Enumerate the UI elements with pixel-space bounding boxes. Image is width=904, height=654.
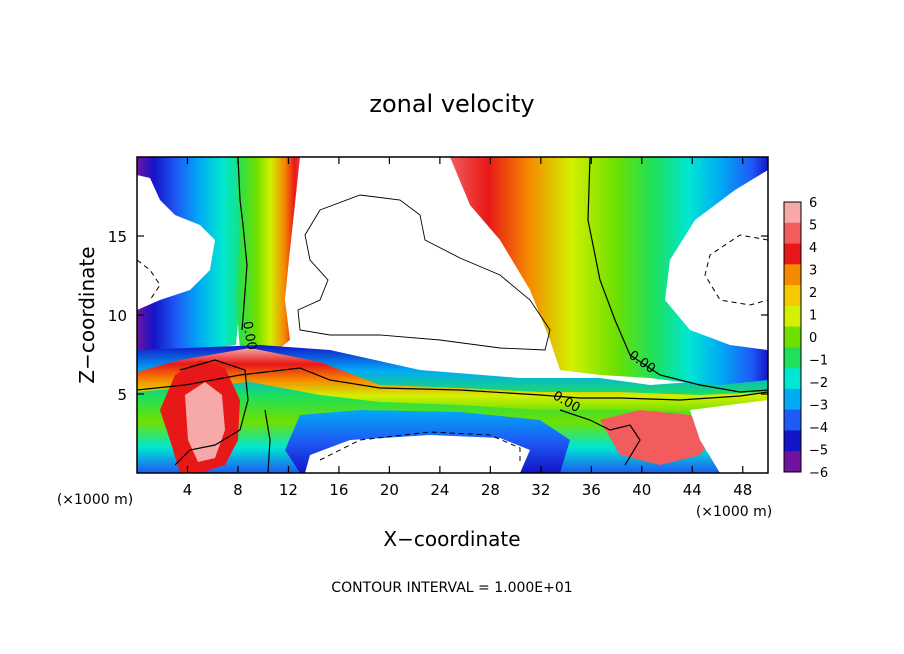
field-under-white — [305, 435, 530, 473]
field-low-level-jet-positive — [137, 348, 768, 412]
colorbar-label: 5 — [809, 219, 817, 234]
x-unit-right: (×1000 m) — [696, 504, 772, 520]
x-tick-label: 48 — [733, 481, 752, 499]
field-central-saturated-core — [285, 157, 570, 358]
field-right-upper-saturated — [665, 170, 768, 350]
contour-zero-under — [559, 409, 641, 466]
colorbar-label: 0 — [809, 331, 817, 346]
colorbar-label: −2 — [809, 376, 828, 391]
field-right-lower-positive — [600, 410, 720, 465]
colorbar-swatch — [784, 222, 801, 245]
y-axis-label: Z−coordinate — [75, 246, 99, 383]
colorbar-label: 3 — [809, 264, 817, 279]
colorbar-swatch — [784, 368, 801, 390]
x-tick-label: 4 — [183, 481, 193, 499]
x-tick-label: 36 — [582, 481, 601, 499]
contour-central-core — [297, 194, 551, 351]
contour-label-1: 0.00 — [239, 320, 259, 351]
colorbar-swatch — [784, 430, 801, 452]
x-tick-label: 44 — [683, 481, 702, 499]
x-tick-label: 40 — [632, 481, 651, 499]
contour-negative-under — [319, 431, 521, 465]
contour-zero-left-column — [237, 157, 248, 331]
x-tick-label: 24 — [430, 481, 449, 499]
x-unit-left: (×1000 m) — [57, 492, 133, 508]
x-tick-label: 12 — [279, 481, 298, 499]
field-right-lower-white — [690, 400, 768, 473]
colorbar-swatch — [784, 326, 801, 348]
colorbar-label: −6 — [809, 466, 828, 481]
colorbar-swatch — [784, 202, 801, 224]
colorbar-swatch — [784, 347, 801, 369]
colorbar-label: −1 — [809, 354, 828, 369]
field-lower-left-core — [185, 382, 225, 462]
colorbar-label: 1 — [809, 309, 817, 324]
contour-lines-dashed — [137, 234, 768, 465]
x-tick-label: 32 — [531, 481, 550, 499]
plot-area: 0.00 0.00 0.00 — [137, 157, 768, 473]
x-tick-label: 8 — [233, 481, 243, 499]
x-tick-label: 16 — [329, 481, 348, 499]
y-tick-label: 15 — [108, 228, 127, 246]
contour-zero-lower-mid — [264, 409, 271, 473]
x-axis-ticks: 4 8 12 16 20 24 28 32 36 40 44 48 — [183, 157, 752, 499]
colorbar-swatch — [784, 264, 801, 286]
contour-interval-note: CONTOUR INTERVAL = 1.000E+01 — [331, 580, 572, 596]
colorbar-label: 4 — [809, 241, 817, 256]
x-axis-label: X−coordinate — [383, 527, 520, 551]
colorbar-swatch — [784, 451, 801, 473]
field-top-left-white — [137, 175, 215, 310]
y-tick-label: 5 — [117, 386, 127, 404]
contour-zero-right-plume — [587, 157, 768, 393]
field-left-column-positive — [236, 157, 305, 360]
y-tick-label: 10 — [108, 307, 127, 325]
colorbar-swatch — [784, 305, 801, 328]
colorbar: 6 5 4 3 2 1 0 −1 −2 −3 −4 −5 −6 — [783, 196, 828, 481]
contour-zero-lower-left — [174, 359, 249, 466]
colorbar-label: −4 — [809, 421, 828, 436]
colorbar-label: −3 — [809, 399, 828, 414]
colorbar-swatch — [784, 409, 801, 431]
chart-title: zonal velocity — [369, 90, 534, 118]
contour-lines — [137, 157, 768, 473]
colorbar-label: 6 — [809, 196, 817, 211]
y-axis-ticks: 5 10 15 — [108, 228, 768, 404]
colorbar-swatch — [784, 285, 801, 307]
colorbar-frame — [783, 201, 802, 473]
contour-negative-right — [704, 234, 768, 306]
x-tick-label: 28 — [481, 481, 500, 499]
colorbar-label: 2 — [809, 286, 817, 301]
colorbar-label: −5 — [809, 444, 828, 459]
x-tick-label: 20 — [380, 481, 399, 499]
colorbar-swatch — [784, 243, 801, 265]
contour-zero-jet-upper — [137, 367, 768, 401]
colorbar-swatch — [784, 388, 801, 411]
